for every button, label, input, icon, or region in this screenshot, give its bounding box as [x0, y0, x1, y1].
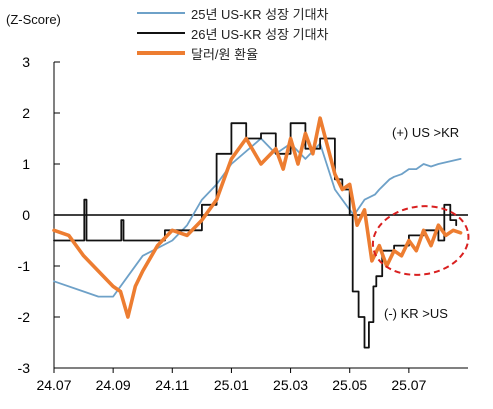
annotation-us-over-kr: (+) US >KR — [392, 125, 460, 140]
y-axis-unit-label: (Z-Score) — [6, 12, 61, 27]
series-26y-line — [53, 122, 458, 349]
legend: 25년 US-KR 성장 기대차 26년 US-KR 성장 기대차 달러/원 환… — [137, 3, 329, 63]
highlight-ellipse — [371, 205, 470, 276]
y-tick-label: -2 — [18, 309, 31, 325]
annotation-kr-over-us: (-) KR >US — [384, 306, 448, 321]
legend-item-26y: 26년 US-KR 성장 기대차 — [137, 23, 329, 43]
legend-swatch-25y — [137, 12, 185, 14]
y-tick-label: 3 — [22, 54, 30, 70]
y-tick-label: 2 — [22, 105, 30, 121]
x-tick-label: 25.05 — [332, 377, 367, 393]
legend-swatch-26y — [137, 32, 185, 34]
x-tick-label: 24.07 — [36, 377, 71, 393]
y-tick-label: -3 — [18, 360, 31, 376]
legend-item-25y: 25년 US-KR 성장 기대차 — [137, 3, 329, 23]
series-fx-line — [52, 116, 463, 319]
legend-label-26y: 26년 US-KR 성장 기대차 — [191, 26, 329, 42]
legend-item-fx: 달러/원 환율 — [137, 43, 329, 63]
y-tick-label: -1 — [18, 258, 31, 274]
y-tick-label: 0 — [22, 207, 30, 223]
legend-swatch-fx — [137, 51, 185, 55]
x-tick-label: 24.11 — [155, 377, 189, 393]
x-tick-label: 24.09 — [96, 377, 131, 393]
y-tick-label: 1 — [22, 156, 30, 172]
legend-label-fx: 달러/원 환율 — [191, 46, 259, 62]
x-tick-label: 25.03 — [273, 377, 308, 393]
x-tick-label: 25.01 — [214, 377, 249, 393]
x-tick-label: 25.07 — [391, 377, 426, 393]
legend-label-25y: 25년 US-KR 성장 기대차 — [191, 6, 329, 22]
